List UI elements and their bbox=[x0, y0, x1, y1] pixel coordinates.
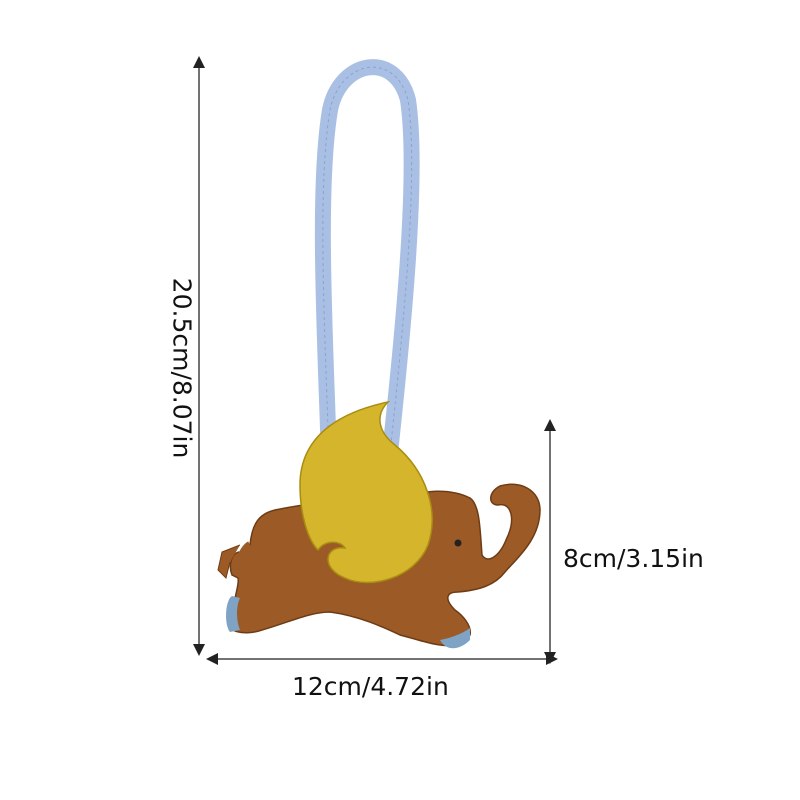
back-foot bbox=[226, 596, 240, 632]
charm-height-label: 8cm/3.15in bbox=[563, 544, 704, 573]
elephant-eye bbox=[454, 539, 462, 547]
strap-loop bbox=[314, 59, 420, 508]
elephant-wing bbox=[299, 400, 433, 584]
height-label: 20.5cm/8.07in bbox=[167, 277, 197, 459]
width-label: 12cm/4.72in bbox=[292, 672, 449, 701]
front-foot bbox=[440, 628, 470, 649]
elephant-charm bbox=[217, 400, 541, 649]
elephant-tail bbox=[217, 544, 241, 579]
